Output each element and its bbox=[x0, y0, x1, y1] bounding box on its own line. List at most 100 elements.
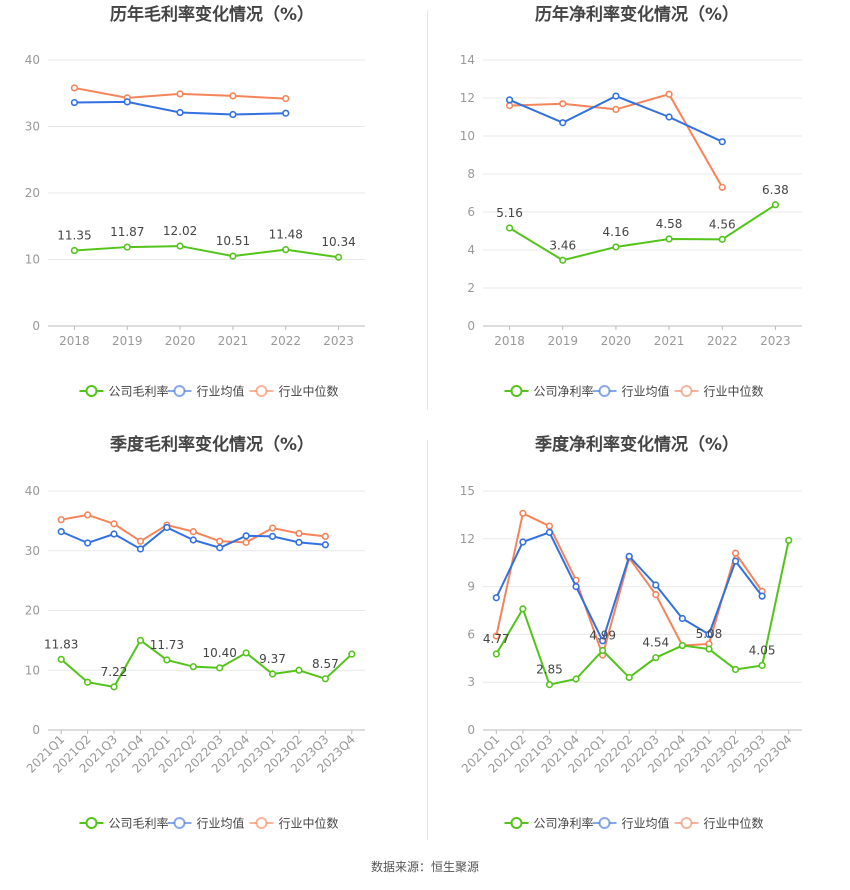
legend-marker bbox=[510, 385, 523, 397]
data-point-company bbox=[559, 256, 567, 264]
y-tick-label: 8 bbox=[467, 167, 475, 181]
data-label: 4.99 bbox=[589, 628, 616, 642]
series-line-avg bbox=[509, 95, 723, 143]
legend-item-avg: 行业均值 bbox=[167, 816, 245, 831]
divider-top bbox=[427, 10, 428, 410]
legend-label: 公司净利率 bbox=[534, 384, 594, 399]
legend-item-median: 行业中位数 bbox=[674, 384, 764, 399]
legend-label: 行业均值 bbox=[622, 384, 670, 399]
data-point-avg bbox=[505, 96, 514, 104]
data-point-median bbox=[110, 520, 118, 528]
data-point-company bbox=[136, 636, 145, 644]
data-point-median bbox=[652, 590, 660, 599]
data-point-median bbox=[492, 632, 500, 640]
data-point-company bbox=[189, 663, 197, 671]
legend-item-company: 公司净利率 bbox=[504, 816, 594, 831]
legend-marker bbox=[255, 385, 268, 397]
x-tick-label: 2020 bbox=[165, 334, 196, 348]
data-point-avg bbox=[519, 538, 527, 546]
x-tick-label: 2021 bbox=[218, 334, 249, 348]
data-point-avg bbox=[229, 110, 237, 119]
data-point-company bbox=[665, 235, 673, 243]
data-label: 3.46 bbox=[549, 238, 576, 252]
legend-marker bbox=[173, 817, 186, 829]
annual-gross-margin-chart: 历年毛利率变化情况（%） 0 10 20 30 40 2018 2019 2020 2021 202… bbox=[0, 0, 425, 420]
legend-item-company: 公司毛利率 bbox=[79, 816, 169, 831]
x-tick-label: 2020 bbox=[601, 334, 632, 348]
data-point-median bbox=[70, 84, 79, 92]
data-label: 4.54 bbox=[642, 636, 669, 650]
data-point-median bbox=[242, 538, 250, 546]
data-point-company bbox=[599, 646, 607, 655]
data-point-avg bbox=[136, 545, 145, 553]
data-point-avg bbox=[123, 98, 131, 106]
data-point-avg bbox=[665, 113, 673, 121]
y-tick-label: 10 bbox=[25, 253, 40, 267]
data-label: 5.08 bbox=[696, 627, 723, 641]
data-point-avg bbox=[110, 530, 118, 538]
data-point-avg bbox=[57, 528, 65, 536]
legend-label: 公司毛利率 bbox=[109, 816, 169, 831]
data-label: 8.57 bbox=[312, 657, 339, 671]
legend-label: 行业均值 bbox=[197, 816, 245, 831]
y-tick-label: 40 bbox=[25, 484, 40, 498]
data-point-avg bbox=[625, 552, 633, 560]
data-point-median bbox=[559, 100, 567, 108]
x-tick-label: 2023 bbox=[323, 334, 354, 348]
data-point-median bbox=[718, 183, 726, 191]
data-point-company bbox=[572, 675, 580, 683]
data-point-median bbox=[189, 528, 197, 536]
legend-item-avg: 行业均值 bbox=[592, 384, 670, 399]
data-point-company bbox=[84, 678, 92, 686]
legend-label: 行业中位数 bbox=[279, 816, 339, 831]
data-point-company bbox=[348, 650, 356, 658]
legend-label: 行业中位数 bbox=[704, 816, 764, 831]
data-point-avg bbox=[612, 92, 620, 100]
data-point-company bbox=[229, 252, 237, 260]
data-point-company bbox=[771, 201, 780, 209]
legend-marker bbox=[85, 385, 98, 397]
y-tick-label: 0 bbox=[467, 319, 475, 333]
data-point-avg bbox=[599, 637, 607, 645]
data-point-median bbox=[57, 516, 65, 524]
y-tick-label: 30 bbox=[25, 120, 40, 134]
y-tick-label: 12 bbox=[460, 532, 475, 546]
data-point-median bbox=[84, 511, 92, 519]
y-tick-label: 20 bbox=[25, 604, 40, 618]
legend-item-avg: 行业均值 bbox=[167, 384, 245, 399]
legend-item-median: 行业中位数 bbox=[249, 816, 339, 831]
data-point-company bbox=[242, 649, 250, 657]
data-point-company bbox=[268, 670, 277, 678]
y-tick-label: 20 bbox=[25, 186, 40, 200]
quarterly-net-margin-chart: 季度净利率变化情况（%） 0 3 6 9 12 15 2021Q1 2021Q2 2021Q3 20… bbox=[425, 430, 850, 850]
y-tick-label: 10 bbox=[25, 663, 40, 677]
legend-label: 公司毛利率 bbox=[109, 384, 169, 399]
x-tick-label: 2019 bbox=[547, 334, 578, 348]
data-point-median bbox=[176, 90, 184, 98]
data-point-company bbox=[492, 650, 500, 658]
y-tick-label: 9 bbox=[467, 580, 475, 594]
data-label: 12.02 bbox=[163, 224, 197, 238]
legend-item-company: 公司净利率 bbox=[504, 384, 594, 399]
data-point-company bbox=[123, 243, 131, 251]
data-point-company bbox=[216, 664, 224, 672]
data-point-median bbox=[282, 94, 290, 103]
legend-label: 行业中位数 bbox=[279, 384, 339, 399]
x-tick-label: 2018 bbox=[59, 334, 90, 348]
data-point-avg bbox=[189, 536, 197, 544]
legend-item-avg: 行业均值 bbox=[592, 816, 670, 831]
legend-label: 行业中位数 bbox=[704, 384, 764, 399]
y-tick-label: 4 bbox=[467, 243, 475, 257]
data-point-median bbox=[519, 509, 527, 517]
legend-marker bbox=[598, 385, 611, 397]
legend-marker bbox=[598, 817, 611, 829]
data-point-company bbox=[505, 224, 514, 232]
data-point-median bbox=[665, 90, 673, 98]
data-point-avg bbox=[216, 544, 224, 552]
data-point-avg bbox=[163, 523, 171, 532]
data-point-avg bbox=[652, 581, 660, 589]
data-point-avg bbox=[242, 532, 250, 540]
data-label: 10.34 bbox=[321, 235, 355, 249]
series-line-company bbox=[495, 540, 790, 686]
data-point-company bbox=[176, 242, 184, 250]
